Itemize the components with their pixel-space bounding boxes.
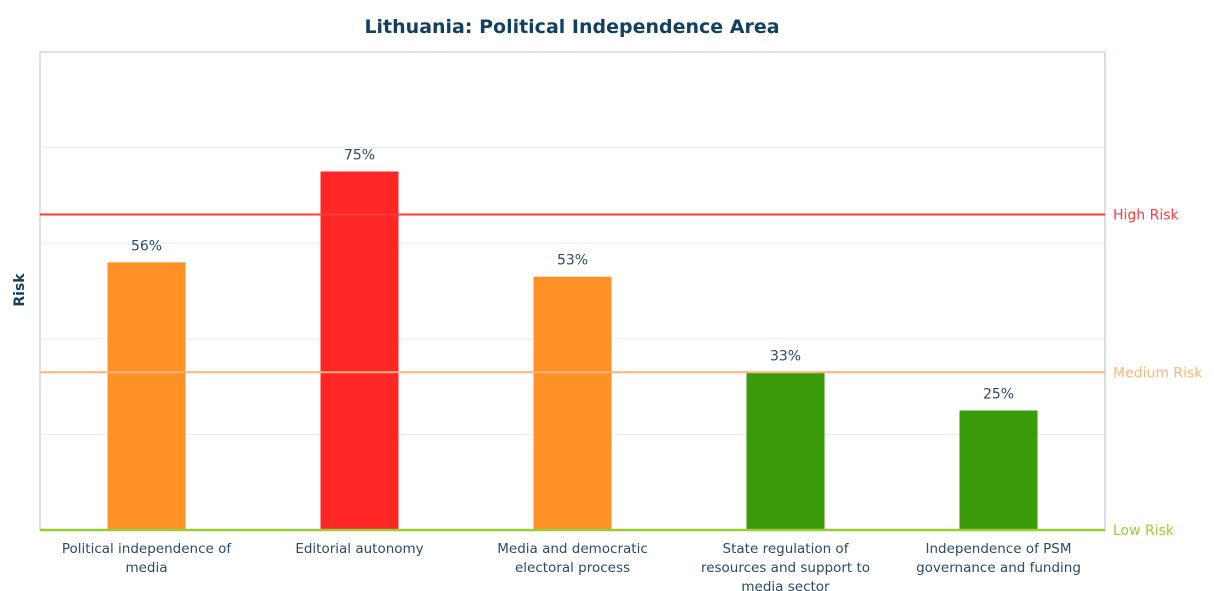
x-tick-label-line: electoral process bbox=[515, 560, 630, 576]
x-tick-label-line: resources and support to bbox=[701, 560, 870, 576]
data-label: 33% bbox=[770, 348, 801, 364]
x-tick-label: Editorial autonomy bbox=[295, 541, 423, 557]
x-tick-label-line: media sector bbox=[741, 579, 830, 591]
bars bbox=[107, 171, 1038, 530]
bar bbox=[107, 262, 186, 530]
risk-thresholds: High Risk Medium Risk Low Risk bbox=[40, 208, 1203, 539]
bar bbox=[320, 171, 399, 530]
x-tick-label: Media and democratic electoral process bbox=[497, 541, 648, 576]
x-tick-label-line: State regulation of bbox=[723, 541, 850, 557]
threshold-label: High Risk bbox=[1113, 208, 1180, 224]
bar bbox=[533, 276, 612, 530]
x-tick-label-line: governance and funding bbox=[916, 560, 1081, 576]
data-label: 53% bbox=[557, 253, 588, 269]
bar bbox=[746, 372, 825, 530]
threshold-label: Medium Risk bbox=[1113, 365, 1203, 381]
chart-title: Lithuania: Political Independence Area bbox=[364, 16, 779, 38]
y-axis-label: Risk bbox=[12, 273, 28, 307]
x-tick-label-line: media bbox=[125, 560, 167, 576]
data-label: 56% bbox=[131, 238, 162, 254]
value-labels: 56% 75% 53% 33% 25% bbox=[131, 148, 1014, 403]
x-tick-label-line: Media and democratic bbox=[497, 541, 648, 557]
data-label: 25% bbox=[983, 387, 1014, 403]
data-label: 75% bbox=[344, 148, 375, 164]
x-tick-labels: Political independence of media Editorial … bbox=[62, 541, 1081, 591]
bar bbox=[959, 410, 1038, 530]
x-tick-label: Independence of PSM governance and fundin… bbox=[916, 541, 1081, 576]
x-tick-label: Political independence of media bbox=[62, 541, 233, 576]
x-tick-label-line: Independence of PSM bbox=[926, 541, 1072, 557]
threshold-label: Low Risk bbox=[1113, 523, 1175, 539]
x-tick-label: State regulation of resources and support… bbox=[701, 541, 870, 591]
x-tick-label-line: Editorial autonomy bbox=[295, 541, 423, 557]
x-tick-label-line: Political independence of bbox=[62, 541, 233, 557]
